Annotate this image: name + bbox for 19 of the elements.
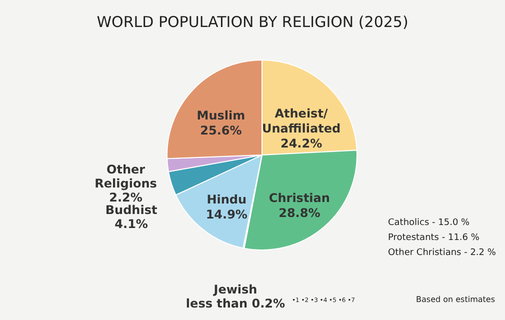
slice-label: Other Religions — [94, 162, 157, 191]
data-label: 4.1% — [114, 217, 148, 232]
slice-label: Budhist — [105, 203, 158, 218]
text: Catholics - 15.0 % — [388, 218, 470, 228]
data-label: 14.9% — [206, 208, 248, 222]
slice-label: Muslim — [196, 108, 246, 122]
data-label: 28.8% — [278, 206, 320, 220]
data-label: 25.6% — [200, 123, 242, 138]
slice-label: Hindu — [206, 192, 247, 207]
text: Other Christians - 2.2 % — [388, 248, 496, 258]
data-label: 2.2% — [109, 190, 142, 205]
text: Protestants - 11.6 % — [388, 233, 480, 243]
data-label: less than 0.2% — [186, 296, 286, 310]
chart-title: WORLD POPULATION BY RELIGION (2025) — [96, 13, 408, 31]
slice-label: Atheist/Unaffiliated — [262, 106, 341, 136]
slice-label: Christian — [268, 190, 330, 205]
slice-label: Jewish — [212, 282, 258, 296]
text: Based on estimates — [416, 295, 495, 304]
data-label: 24.2% — [280, 136, 322, 151]
